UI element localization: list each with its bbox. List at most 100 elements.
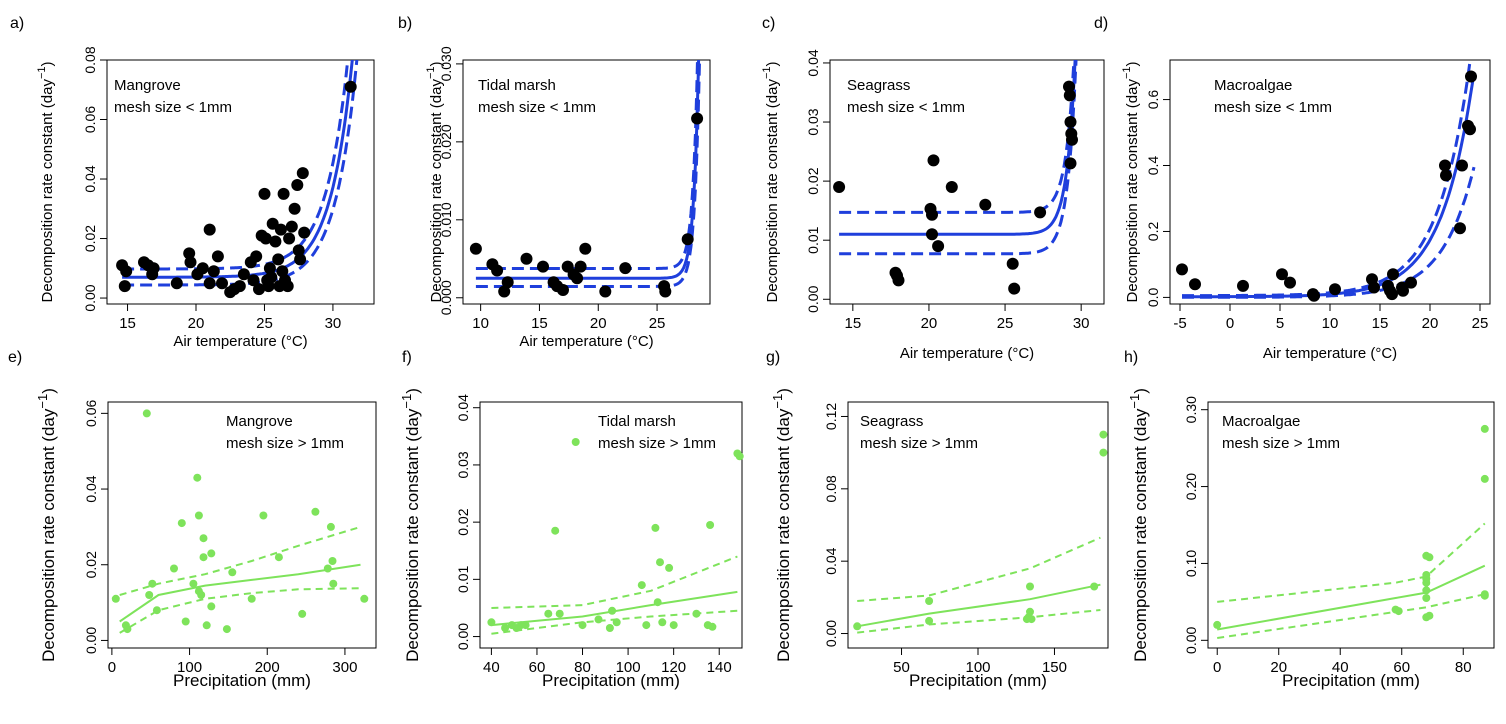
x-axis-label: Air temperature (°C)	[900, 345, 1034, 362]
y-axis-label-main: Decomposition rate constant (day	[39, 408, 58, 662]
y-axis-label-end: )	[39, 388, 58, 394]
y-tick-label: 0.4	[1145, 156, 1161, 176]
data-point	[211, 250, 224, 263]
y-axis-label-end: )	[774, 388, 793, 394]
y-axis-label: Decomposition rate constant (day−1)	[399, 388, 422, 662]
data-point	[1034, 206, 1047, 219]
data-point	[207, 549, 216, 558]
x-tick-label: 40	[1332, 659, 1349, 676]
ci-lower-line	[839, 60, 1078, 256]
data-point	[537, 260, 549, 273]
data-point	[1425, 611, 1434, 620]
panel-annotation: Tidal marsh	[478, 77, 556, 94]
data-point	[274, 553, 283, 562]
data-point	[1422, 594, 1431, 602]
data-point	[612, 618, 621, 627]
data-point	[111, 594, 120, 603]
data-point	[637, 581, 646, 590]
data-point	[258, 187, 271, 200]
x-tick-label: 10	[1322, 315, 1339, 332]
data-point	[708, 622, 717, 631]
panel-annotation: Tidal marsh	[598, 413, 676, 430]
data-point	[1090, 582, 1099, 591]
data-point	[1386, 288, 1398, 301]
x-tick-label: 100	[616, 659, 641, 676]
data-point	[574, 260, 587, 273]
ci-lower-line	[475, 60, 702, 288]
data-point	[323, 564, 332, 573]
ci-lower-line	[119, 587, 361, 634]
ci-lower-line	[1182, 166, 1476, 299]
data-point	[272, 253, 285, 266]
fit-line	[475, 60, 701, 280]
data-point	[250, 250, 263, 263]
data-point	[181, 617, 190, 626]
data-point	[1099, 430, 1108, 439]
y-tick-label: 0.02	[455, 508, 471, 535]
data-point	[608, 606, 617, 615]
x-tick-label: 60	[529, 659, 546, 676]
data-point	[555, 609, 564, 618]
data-point	[1397, 284, 1409, 297]
y-axis-label-end: )	[1124, 62, 1141, 67]
data-point	[1440, 169, 1452, 182]
y-axis-label-sup: −1	[35, 394, 50, 409]
data-point	[1405, 276, 1417, 289]
data-point	[1176, 263, 1188, 276]
x-tick-label: 10	[472, 315, 489, 332]
panel-annotation: mesh size > 1mm	[860, 435, 978, 452]
ci-lower-line	[1217, 593, 1486, 639]
x-axis-label: Air temperature (°C)	[519, 333, 653, 350]
x-tick-label: 25	[997, 315, 1014, 332]
data-point	[735, 452, 744, 461]
ci-upper-line	[839, 60, 1076, 214]
panel-annotation: Mangrove	[226, 413, 293, 430]
plot-frame	[1207, 401, 1495, 649]
data-point	[237, 268, 250, 281]
panel-annotation: Mangrove	[114, 77, 181, 94]
data-point	[259, 232, 272, 245]
data-point	[927, 154, 940, 167]
y-tick-label: 0.03	[805, 108, 821, 135]
data-point	[203, 223, 216, 236]
y-tick-label: 0.06	[82, 106, 98, 133]
data-point	[1465, 70, 1477, 83]
data-point	[653, 598, 662, 607]
data-point	[148, 579, 157, 588]
data-point	[263, 262, 276, 275]
data-point	[1026, 607, 1034, 616]
x-axis-label: Air temperature (°C)	[1263, 345, 1397, 362]
x-tick-label: 15	[844, 315, 861, 332]
plot-frame	[106, 59, 375, 305]
ci-upper-line	[491, 555, 738, 609]
data-point	[199, 553, 208, 562]
fit-lines	[1217, 522, 1486, 639]
y-tick-label: 0.12	[823, 403, 839, 430]
data-point	[925, 616, 934, 625]
data-point	[203, 277, 216, 290]
data-point	[202, 621, 211, 630]
y-tick-label: 0.030	[438, 46, 454, 81]
x-tick-label: -5	[1173, 315, 1186, 332]
fit-line	[1217, 564, 1486, 631]
y-tick-label: 0.04	[455, 394, 471, 421]
data-point	[274, 223, 287, 236]
data-point	[605, 624, 614, 632]
plot-frame	[479, 401, 743, 649]
panel-annotation: Macroalgae	[1214, 77, 1292, 94]
data-point	[926, 208, 938, 221]
y-tick-label: 0.010	[438, 202, 454, 237]
data-point	[1308, 289, 1320, 302]
y-tick-label: 0.04	[805, 49, 821, 76]
y-axis-label-end: )	[1131, 388, 1150, 394]
x-tick-label: 0	[1213, 659, 1221, 676]
y-tick-label: 0.08	[82, 46, 98, 73]
data-point	[196, 262, 209, 275]
data-point	[1454, 222, 1466, 235]
x-tick-label: 25	[1472, 315, 1489, 332]
data-point	[147, 262, 160, 275]
data-point	[328, 557, 337, 565]
data-point	[296, 167, 309, 180]
data-point	[344, 80, 357, 93]
fit-line	[857, 583, 1101, 628]
